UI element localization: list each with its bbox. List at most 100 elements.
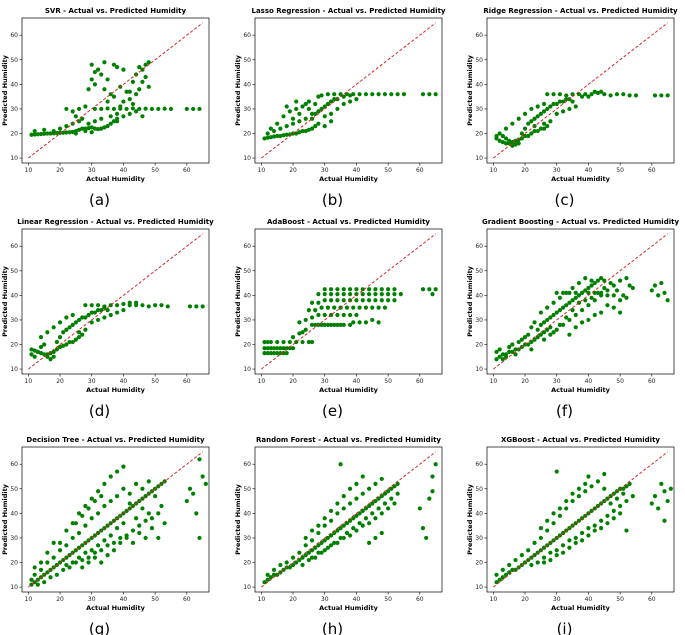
data-point (551, 511, 556, 516)
subfigure-label: (d) (89, 402, 110, 420)
y-tick-label: 10 (475, 155, 483, 162)
x-tick-label: 40 (120, 596, 128, 603)
data-point (92, 550, 97, 555)
data-point (281, 351, 286, 356)
data-point (376, 305, 381, 310)
data-point (424, 535, 429, 541)
data-point (313, 101, 318, 107)
data-point (341, 292, 346, 297)
y-axis-label: Predicted Humidity (1, 483, 9, 555)
data-point (548, 119, 553, 124)
data-point (275, 121, 280, 126)
data-point (191, 491, 196, 496)
data-point (303, 101, 308, 107)
data-point (316, 523, 321, 528)
data-point (70, 322, 75, 327)
data-point (382, 491, 388, 496)
data-point (665, 298, 670, 303)
data-point (111, 548, 117, 553)
data-point (551, 92, 556, 97)
data-point (595, 479, 601, 484)
data-point (118, 535, 123, 541)
data-point (137, 87, 142, 92)
data-point (309, 538, 315, 543)
y-tick-label: 30 (475, 317, 483, 324)
data-point (35, 349, 40, 354)
data-point (510, 121, 515, 126)
data-point (265, 572, 270, 577)
data-point (105, 106, 110, 111)
data-point (494, 357, 499, 362)
data-point (370, 92, 375, 97)
data-point (294, 99, 299, 104)
data-point (95, 67, 101, 72)
data-point (510, 342, 515, 347)
data-point (420, 526, 426, 531)
data-point (309, 126, 315, 131)
data-point (570, 298, 575, 303)
data-point (114, 111, 120, 116)
x-axis-label: Actual Humidity (86, 604, 146, 612)
data-point (83, 523, 88, 528)
plot-title: SVR - Actual vs. Predicted Humidity (45, 7, 187, 15)
data-point (262, 339, 267, 345)
data-point (538, 111, 543, 116)
data-point (275, 339, 280, 345)
data-point (162, 106, 167, 111)
data-point (560, 322, 566, 327)
x-tick-label: 20 (289, 378, 297, 385)
data-point (121, 464, 126, 469)
x-tick-label: 60 (416, 167, 424, 174)
y-tick-label: 60 (475, 32, 483, 39)
data-point (564, 93, 569, 98)
data-point (48, 357, 53, 362)
x-tick-label: 20 (289, 167, 297, 174)
data-point (89, 303, 94, 308)
y-tick-label: 30 (475, 535, 483, 542)
data-point (124, 106, 129, 112)
data-point (541, 121, 547, 126)
data-point (557, 92, 562, 97)
data-point (560, 109, 566, 114)
data-point (573, 295, 578, 300)
reference-line (28, 451, 203, 588)
data-point (76, 511, 82, 516)
data-point (325, 322, 330, 327)
data-point (316, 530, 321, 536)
data-point (500, 140, 505, 145)
data-point (309, 322, 315, 327)
x-tick-label: 60 (183, 167, 191, 174)
data-point (130, 540, 136, 545)
data-point (583, 276, 588, 281)
data-point (370, 305, 375, 310)
data-point (395, 491, 400, 496)
data-point (379, 287, 384, 292)
data-point (95, 303, 101, 308)
data-point (70, 109, 75, 114)
data-point (557, 506, 562, 511)
data-point (522, 111, 528, 116)
data-point (83, 104, 88, 109)
plot-gradient_boosting: Gradient Boosting - Actual vs. Predicted… (466, 218, 679, 420)
x-tick-label: 50 (616, 596, 624, 603)
data-point (513, 142, 518, 147)
x-tick-label: 20 (56, 378, 64, 385)
data-point (347, 322, 353, 327)
data-point (287, 346, 292, 351)
x-tick-label: 40 (353, 596, 361, 603)
data-point (430, 474, 435, 479)
data-point (564, 97, 569, 102)
data-point (513, 347, 518, 352)
data-point (586, 94, 591, 99)
data-point (114, 303, 120, 308)
data-point (370, 501, 375, 506)
x-tick-label: 60 (648, 378, 656, 385)
data-point (300, 562, 305, 568)
data-point (595, 90, 601, 96)
data-point (599, 276, 604, 281)
y-tick-label: 30 (10, 317, 18, 324)
data-point (140, 506, 145, 511)
data-point (354, 513, 359, 518)
data-point (668, 486, 673, 491)
data-point (595, 278, 601, 283)
